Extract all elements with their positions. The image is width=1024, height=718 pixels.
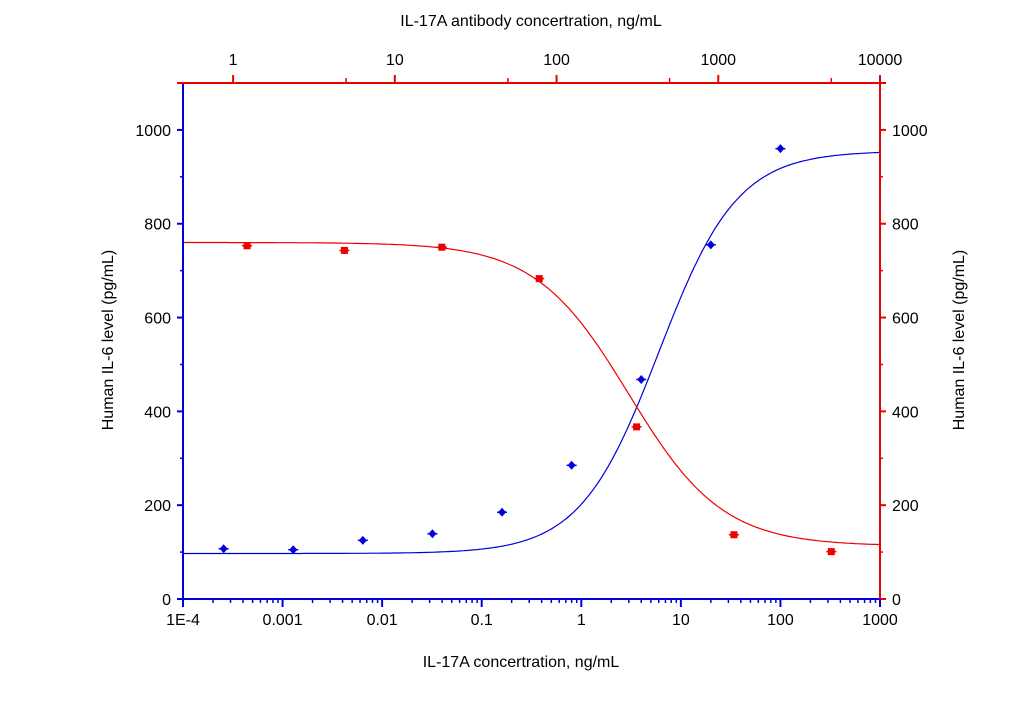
x-bottom-tick-label: 1E-4 (166, 612, 200, 629)
y-right-axis-title: Human IL-6 level (pg/mL) (951, 250, 968, 431)
data-point-square (535, 275, 543, 283)
x-top-tick-label: 10 (386, 52, 404, 69)
data-point-diamond (776, 144, 785, 154)
y-left-axis-title: Human IL-6 level (pg/mL) (100, 250, 117, 431)
y-right-tick-label: 200 (892, 498, 919, 515)
y-right-tick-label: 800 (892, 217, 919, 234)
x-top-axis-title: IL-17A antibody concertration, ng/mL (400, 13, 662, 30)
data-point-diamond (219, 544, 228, 554)
data-point-square (827, 548, 835, 556)
fit-curve-series-2 (183, 241, 881, 546)
x-top-tick-label: 1000 (700, 52, 736, 69)
data-point-square (340, 246, 348, 254)
x-bottom-tick-label: 100 (767, 612, 794, 629)
x-bottom-tick-label: 10 (672, 612, 690, 629)
data-point-diamond (567, 460, 576, 470)
x-top-tick-label: 10000 (858, 52, 903, 69)
x-bottom-tick-label: 1000 (862, 612, 898, 629)
y-right-tick-label: 1000 (892, 123, 928, 140)
y-right-tick-label: 400 (892, 404, 919, 421)
y-left-tick-label: 400 (144, 404, 171, 421)
y-right-tick-label: 0 (892, 592, 901, 609)
data-point-square (730, 531, 738, 539)
x-top-tick-label: 1 (229, 52, 238, 69)
data-point-diamond (498, 507, 507, 517)
y-left-tick-label: 0 (162, 592, 171, 609)
x-bottom-tick-label: 1 (577, 612, 586, 629)
fit-curve-series-1 (183, 151, 880, 555)
y-left-tick-label: 1000 (135, 123, 171, 140)
y-left-tick-label: 200 (144, 498, 171, 515)
x-bottom-axis-title: IL-17A concertration, ng/mL (423, 654, 620, 671)
data-point-diamond (428, 529, 437, 539)
data-point-square (633, 423, 641, 431)
x-bottom-tick-label: 0.01 (367, 612, 398, 629)
data-point-diamond (289, 545, 298, 555)
data-point-diamond (706, 240, 715, 250)
y-left-tick-label: 600 (144, 311, 171, 328)
y-left-tick-label: 800 (144, 217, 171, 234)
data-point-diamond (637, 374, 646, 384)
x-top-tick-label: 100 (543, 52, 570, 69)
data-point-diamond (358, 535, 367, 545)
data-point-square (243, 242, 251, 250)
x-bottom-tick-label: 0.1 (471, 612, 493, 629)
x-bottom-tick-label: 0.001 (263, 612, 303, 629)
data-point-square (438, 243, 446, 251)
y-right-tick-label: 600 (892, 311, 919, 328)
